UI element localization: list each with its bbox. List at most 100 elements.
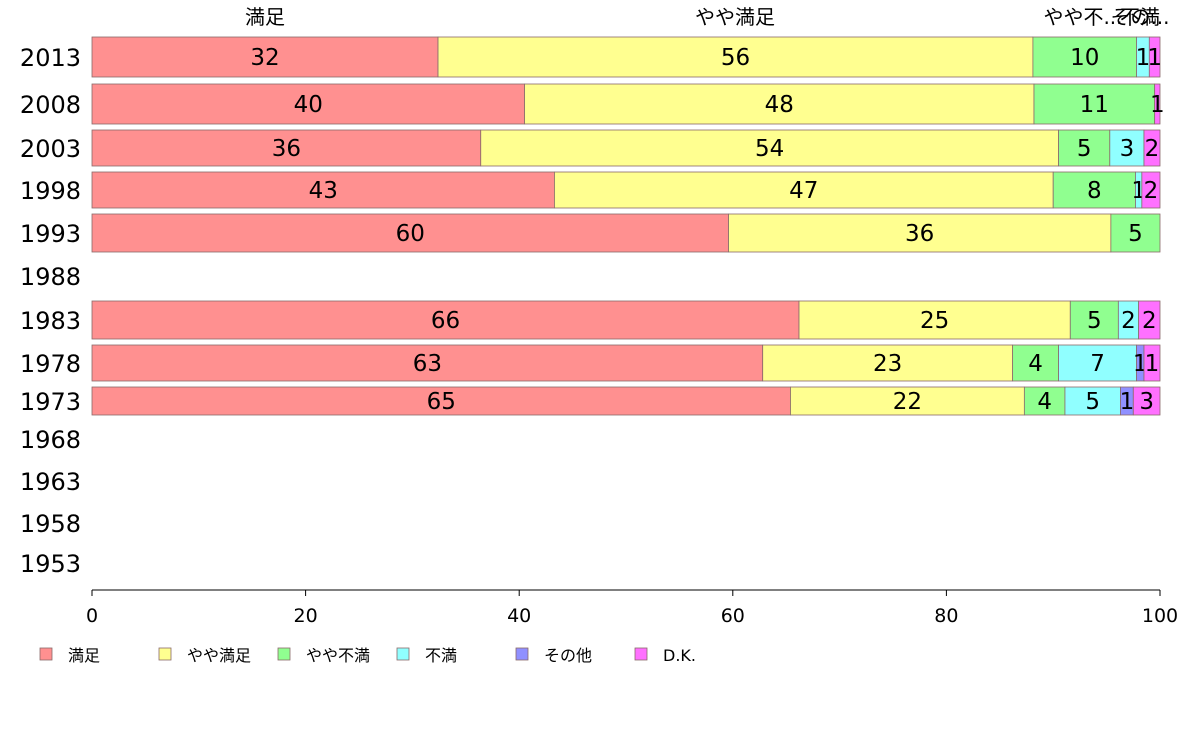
data-label: 48 — [765, 92, 794, 118]
data-label: 43 — [309, 178, 338, 204]
bar-segment — [1138, 300, 1161, 340]
legend-swatch — [277, 647, 291, 661]
data-label: 2 — [1142, 308, 1157, 334]
legend-swatch — [396, 647, 410, 661]
bar-segment — [1058, 344, 1137, 382]
data-label: 23 — [873, 351, 902, 377]
data-label: 40 — [294, 92, 323, 118]
legend-swatch — [515, 647, 529, 661]
bar-segment — [1143, 129, 1161, 167]
bar-segment — [1109, 129, 1145, 167]
bar-segment — [790, 386, 1025, 416]
bar-segment — [1154, 83, 1161, 125]
legend-swatch — [634, 647, 648, 661]
data-label: 5 — [1077, 136, 1092, 162]
data-label: 63 — [413, 351, 442, 377]
bar-segment — [91, 344, 764, 382]
legend: 満足 やや満足 やや不満 不満 その他 D.K. — [39, 646, 696, 665]
top-series-label: やや満足 — [695, 5, 775, 29]
bar-segment — [480, 129, 1059, 167]
bar-segment — [1141, 171, 1161, 209]
data-label: 32 — [250, 45, 279, 71]
legend-swatch — [158, 647, 172, 661]
data-label: 47 — [789, 178, 818, 204]
x-tick-label: 100 — [1142, 605, 1178, 627]
data-label: 3 — [1120, 136, 1135, 162]
top-series-label: 満足 — [245, 5, 285, 29]
bar-segment — [1132, 386, 1161, 416]
legend-label: その他 — [544, 646, 592, 665]
bar-segment — [91, 300, 800, 340]
data-label: 1 — [1145, 351, 1160, 377]
legend-label: 不満 — [425, 646, 457, 665]
x-tick-label: 40 — [507, 605, 531, 627]
data-label: 11 — [1080, 92, 1109, 118]
bar-segment — [91, 213, 729, 253]
data-label: 2 — [1121, 308, 1136, 334]
y-axis-labels: 2013 2008 2003 1998 1993 1988 1983 1978 1973 1968… — [20, 44, 81, 578]
bar-segment — [1023, 386, 1066, 416]
legend-label: やや不満 — [306, 646, 370, 665]
data-label: 1 — [1147, 45, 1162, 71]
data-label: 8 — [1087, 178, 1102, 204]
y-tick-label: 1968 — [20, 426, 81, 454]
legend-swatch — [39, 647, 53, 661]
data-label: 65 — [427, 389, 456, 415]
legend-label: やや満足 — [187, 646, 251, 665]
data-label: 5 — [1085, 389, 1100, 415]
data-label: 4 — [1028, 351, 1043, 377]
data-label: 5 — [1128, 221, 1143, 247]
y-tick-label: 1958 — [20, 510, 81, 538]
x-tick-label: 20 — [294, 605, 318, 627]
data-label: 36 — [272, 136, 301, 162]
y-tick-label: 2003 — [20, 135, 81, 163]
y-tick-label: 1963 — [20, 468, 81, 496]
data-label: 56 — [721, 45, 750, 71]
data-label: 25 — [920, 308, 949, 334]
bar-segment — [91, 129, 482, 167]
data-label: 10 — [1070, 45, 1099, 71]
bar-segment — [91, 36, 439, 78]
bar-segment — [91, 386, 791, 416]
data-label: 60 — [396, 221, 425, 247]
bar-segment — [1148, 36, 1161, 78]
bar-segment — [1110, 213, 1161, 253]
data-label: 4 — [1037, 389, 1052, 415]
x-axis: 0 20 40 60 80 100 — [86, 589, 1178, 627]
data-label: 5 — [1087, 308, 1102, 334]
y-tick-label: 1983 — [20, 307, 81, 335]
legend-label: D.K. — [663, 646, 696, 665]
x-tick-label: 80 — [934, 605, 958, 627]
x-tick-label: 60 — [721, 605, 745, 627]
bar-segment — [1012, 344, 1059, 382]
data-label: 36 — [905, 221, 934, 247]
data-label: 2 — [1145, 136, 1160, 162]
y-tick-label: 2013 — [20, 44, 81, 72]
top-series-label: やや不... — [1043, 5, 1122, 29]
bar-segment — [1069, 300, 1119, 340]
data-label: 1 — [1120, 389, 1135, 415]
data-label: 1 — [1136, 45, 1151, 71]
legend-label: 満足 — [68, 646, 100, 665]
bar-segment — [524, 83, 1035, 125]
data-label: 54 — [755, 136, 784, 162]
data-label: 1 — [1150, 92, 1165, 118]
y-tick-label: 1993 — [20, 220, 81, 248]
bar-segment — [1064, 386, 1121, 416]
y-tick-label: 1988 — [20, 263, 81, 291]
data-label: 7 — [1090, 351, 1105, 377]
bar-segment — [1143, 344, 1161, 382]
y-tick-label: 1973 — [20, 388, 81, 416]
x-tick-label: 0 — [86, 605, 98, 627]
top-series-label: 不満 — [1120, 5, 1160, 29]
top-series-labels: 満足 やや満足 やや不...不満その... — [245, 5, 1170, 29]
bar-segment — [91, 171, 555, 209]
bar-segment — [1033, 83, 1156, 125]
y-tick-label: 1978 — [20, 350, 81, 378]
data-label: 3 — [1139, 389, 1154, 415]
data-label: 22 — [893, 389, 922, 415]
top-series-label: その... — [1110, 5, 1169, 29]
data-label: 2 — [1144, 178, 1159, 204]
